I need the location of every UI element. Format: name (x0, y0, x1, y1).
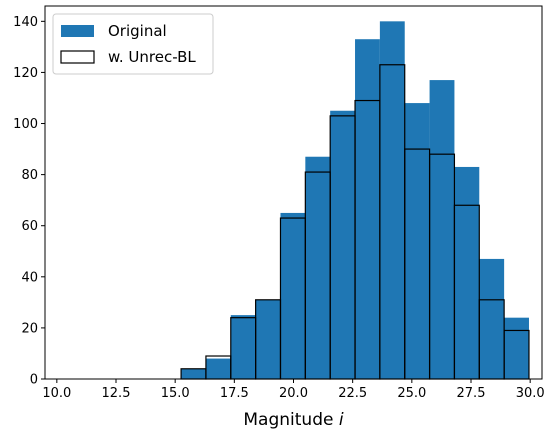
y-tick-label: 40 (21, 270, 38, 285)
bar-original-10 (305, 156, 331, 379)
y-tick-label: 140 (13, 15, 38, 30)
bar-original-8 (255, 299, 281, 379)
y-tick-label: 80 (21, 168, 38, 183)
legend-swatch-unrec-bl (60, 50, 95, 64)
legend-label-unrec-bl: w. Unrec-BL (108, 48, 196, 66)
x-tick-label: 22.5 (338, 386, 367, 401)
y-tick-label: 20 (21, 321, 38, 336)
bar-original-18 (504, 317, 529, 379)
x-tick-label: 17.5 (220, 386, 249, 401)
y-tick-label: 0 (30, 373, 38, 388)
legend: Original w. Unrec-BL (52, 13, 214, 75)
x-tick-label: 27.5 (457, 386, 486, 401)
bar-original-5 (181, 368, 206, 379)
x-tick-label: 15.0 (161, 386, 190, 401)
legend-label-original: Original (108, 22, 167, 40)
bar-original-7 (230, 315, 256, 379)
bars-original-series (181, 21, 529, 380)
x-tick-label: 30.0 (516, 386, 545, 401)
y-axis-ticks: 0 20 40 60 80 100 120 140 (13, 15, 45, 388)
bar-original-13 (379, 21, 405, 380)
x-tick-label: 10.0 (42, 386, 71, 401)
bar-original-14 (404, 103, 430, 379)
bar-original-16 (454, 166, 480, 379)
x-tick-label: 20.0 (279, 386, 308, 401)
legend-swatch-original (61, 25, 94, 37)
bar-original-9 (280, 212, 306, 379)
x-axis-title: Magnitude i (243, 410, 343, 430)
x-axis-ticks: 10.0 12.5 15.0 17.5 20.0 22.5 25.0 27.5 30.0 (42, 379, 545, 401)
x-tick-label: 25.0 (397, 386, 426, 401)
bar-original-15 (429, 80, 455, 379)
bar-original-6 (205, 358, 231, 379)
y-tick-label: 60 (21, 219, 38, 234)
y-tick-label: 120 (13, 66, 38, 81)
bar-original-12 (355, 39, 380, 380)
bar-original-17 (479, 258, 505, 379)
y-tick-label: 100 (13, 117, 38, 132)
x-tick-label: 12.5 (102, 386, 131, 401)
bar-original-11 (330, 110, 356, 379)
